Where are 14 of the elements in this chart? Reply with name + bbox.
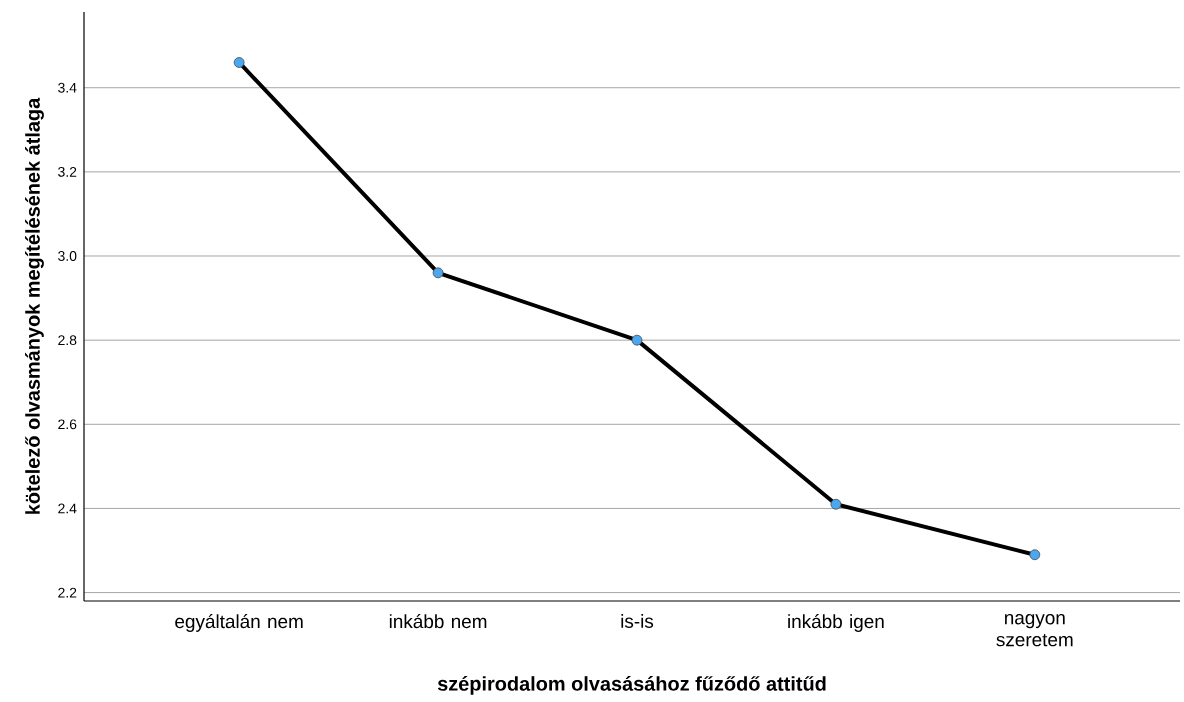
y-tick-label: 3.4 [58,82,77,93]
y-tick-label: 2.2 [58,587,77,598]
y-tick-label: 3.2 [58,166,77,177]
y-tick-label: 2.6 [58,419,77,430]
x-tick-label: egyáltalán nem [175,614,303,632]
y-tick-label: 2.8 [58,335,77,346]
y-axis-title: kötelező olvasmányok megítélésének átlaga [25,97,44,514]
x-tick-label: nagyon szeretem [996,614,1073,647]
x-axis-title: szépirodalom olvasásához fűződő attitűd [437,676,826,695]
y-tick-label: 2.4 [58,503,77,514]
x-tick-label: inkább nem [389,614,487,629]
y-tick-label: 3.0 [58,251,77,261]
x-tick-label: is-is [621,614,654,628]
x-tick-label: inkább igen [788,614,884,632]
